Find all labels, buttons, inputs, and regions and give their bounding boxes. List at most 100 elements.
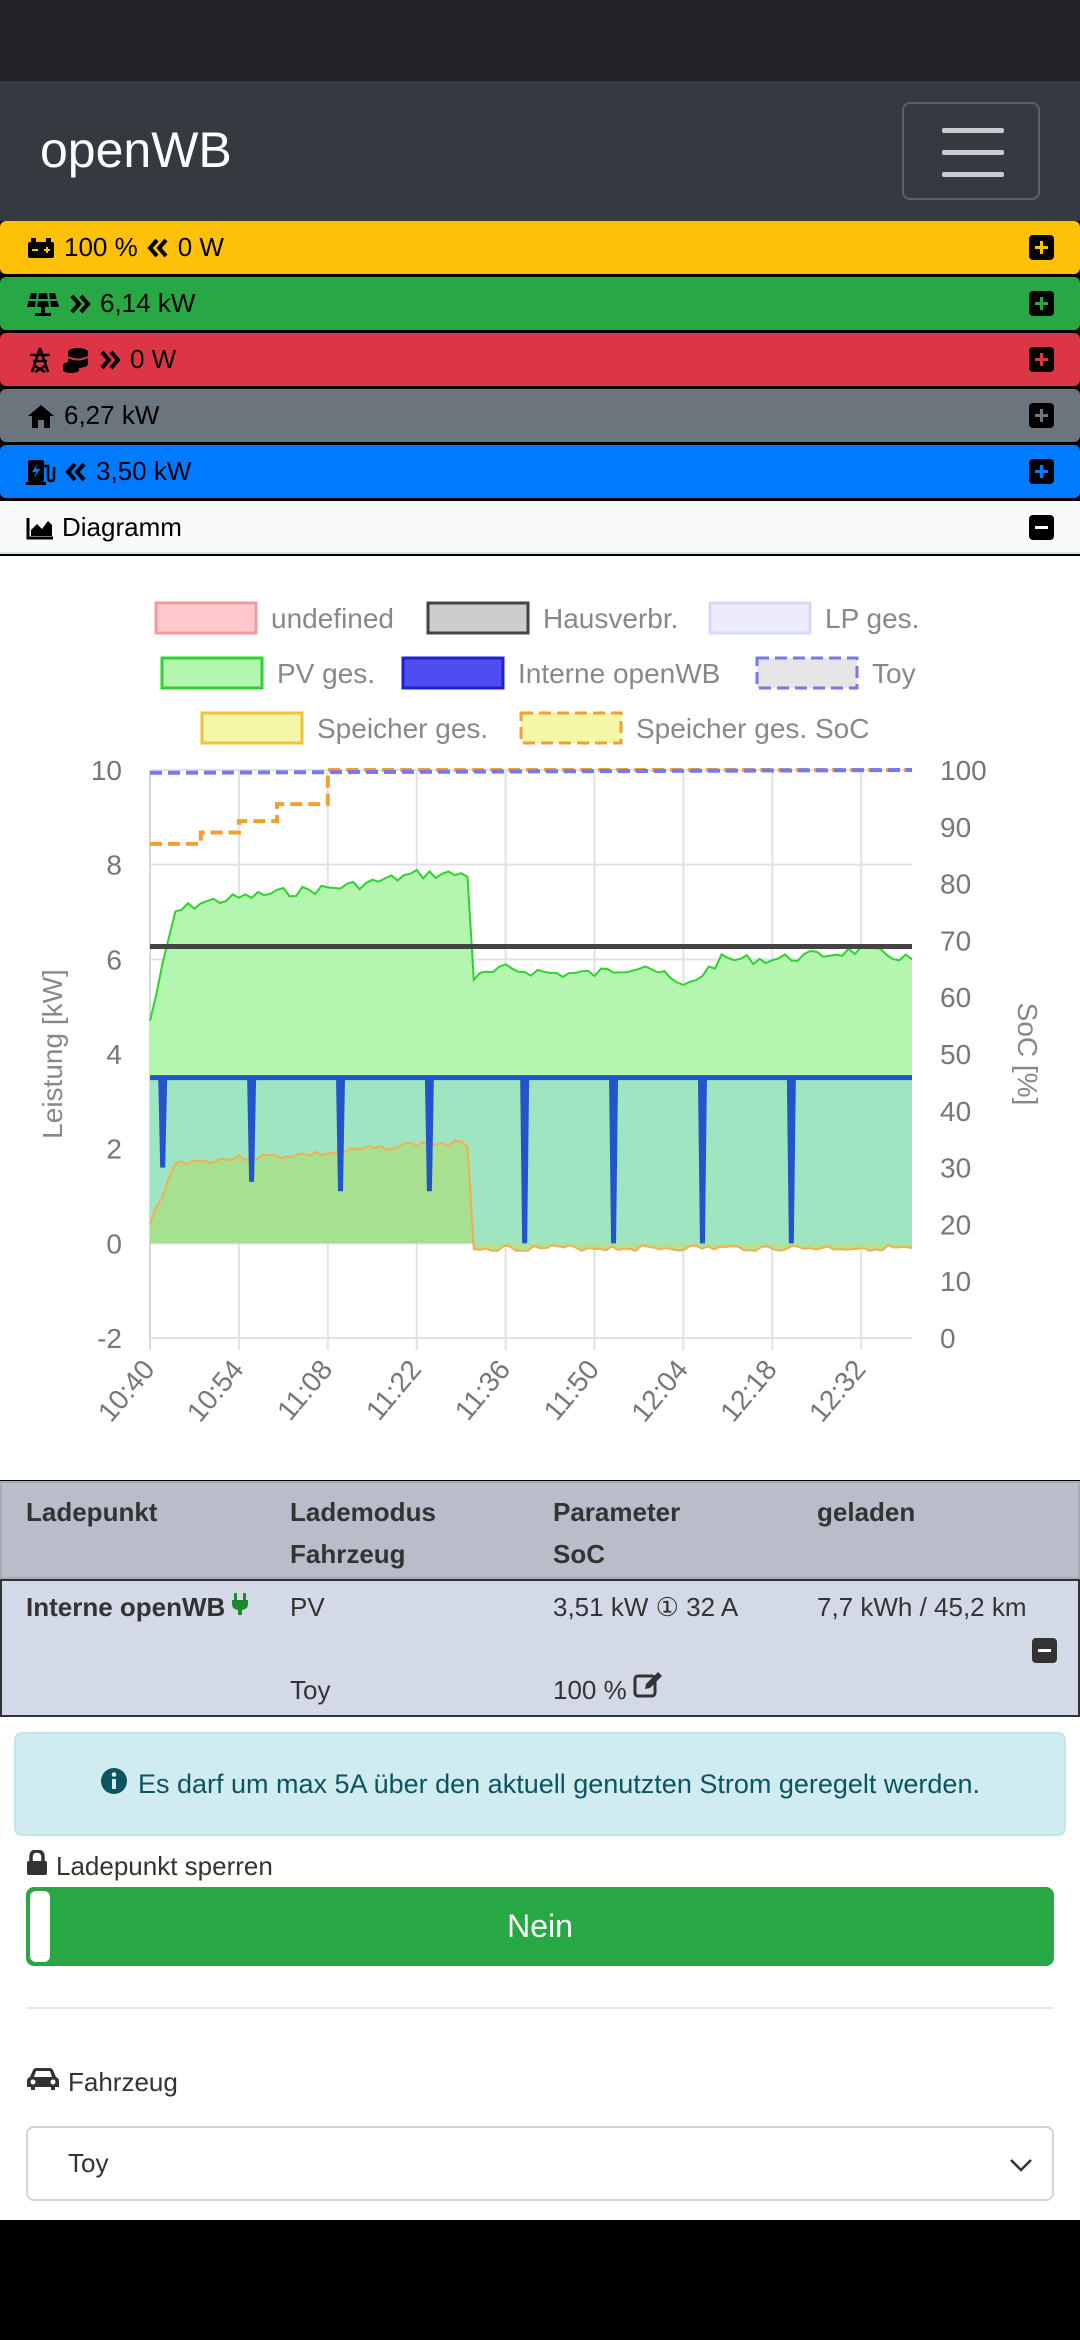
vehicle-label-row: Fahrzeug: [26, 2066, 178, 2099]
hamburger-line: [942, 150, 1004, 155]
x-tick-label: 11:08: [271, 1354, 338, 1426]
th-fahrzeug: Fahrzeug: [290, 1539, 406, 1569]
edit-icon[interactable]: [633, 1669, 663, 1711]
battery-bar[interactable]: 100 % 0 W: [0, 221, 1080, 274]
double-chevron-right-icon: [98, 349, 122, 371]
home-icon: [26, 403, 56, 429]
y-tick-label: -2: [97, 1323, 122, 1354]
legend-swatch: [755, 656, 859, 690]
chevron-down-icon: [1008, 2152, 1034, 2183]
y-axis-label: Leistung [kW]: [37, 969, 68, 1139]
legend-swatch: [426, 601, 530, 635]
y2-tick-label: 70: [940, 925, 971, 956]
battery-expand-icon[interactable]: [1029, 235, 1054, 260]
navbar: openWB: [0, 81, 1080, 221]
charge-expand-icon[interactable]: [1029, 459, 1054, 484]
app-title[interactable]: openWB: [40, 122, 232, 178]
pv-expand-icon[interactable]: [1029, 291, 1054, 316]
legend-label: undefined: [271, 603, 394, 634]
alert-text: Es darf um max 5A über den aktuell genut…: [138, 1768, 980, 1799]
status-bar: [0, 0, 1080, 81]
charging-station-icon: [26, 458, 56, 486]
chart-panel: undefined Hausverbr. LP ges. PV ges. Interne…: [0, 556, 1080, 1480]
house-expand-icon[interactable]: [1029, 403, 1054, 428]
y2-tick-label: 50: [940, 1039, 971, 1070]
y2-tick-label: 100: [940, 755, 987, 786]
menu-toggle-button[interactable]: [902, 102, 1040, 200]
diagram-label: Diagramm: [62, 512, 182, 542]
battery-icon: [26, 237, 56, 259]
th-parameter: Parameter: [553, 1497, 681, 1527]
double-chevron-left-icon: [64, 461, 88, 483]
grid-bar[interactable]: 0 W: [0, 333, 1080, 386]
legend-label: LP ges.: [825, 603, 919, 634]
chart-legend: undefined Hausverbr. LP ges. PV ges. Interne…: [154, 601, 919, 745]
table-row[interactable]: Interne openWB PV 3,51 kW ① 32 A 7,7 kWh…: [0, 1579, 1080, 1717]
charged-value: 7,7 kWh / 45,2 km: [817, 1592, 1027, 1622]
lock-label: Ladepunkt sperren: [56, 1851, 273, 1881]
vehicle-select-value: Toy: [68, 2148, 109, 2178]
y-tick-label: 2: [106, 1134, 122, 1165]
th-soc: SoC: [553, 1539, 605, 1569]
legend-swatch: [401, 656, 505, 690]
double-chevron-right-icon: [68, 293, 92, 315]
diagram-collapse-icon[interactable]: [1029, 515, 1054, 540]
th-lademodus: Lademodus: [290, 1497, 436, 1527]
divider: [26, 2007, 1054, 2009]
area-chart-icon: [26, 516, 54, 540]
solar-panel-icon: [26, 291, 60, 317]
y2-tick-label: 80: [940, 869, 971, 900]
soc-value: 100 %: [553, 1675, 627, 1705]
toggle-knob: [30, 1891, 50, 1962]
y-tick-label: 6: [106, 944, 122, 975]
legend-label: Interne openWB: [518, 658, 720, 689]
info-circle-icon: [100, 1767, 128, 1802]
diagram-bar[interactable]: Diagramm: [0, 501, 1080, 554]
y2-tick-label: 30: [940, 1153, 971, 1184]
lock-toggle-value: Nein: [507, 1908, 573, 1944]
chart-areas: [150, 869, 912, 1251]
x-tick-label: 10:40: [92, 1354, 161, 1428]
legend-swatch: [708, 601, 812, 635]
vehicle-label: Fahrzeug: [68, 2067, 178, 2097]
table-header: Ladepunkt Lademodus Fahrzeug Parameter S…: [0, 1481, 1080, 1579]
y2-tick-label: 0: [940, 1323, 956, 1354]
grid-expand-icon[interactable]: [1029, 347, 1054, 372]
lock-toggle-button[interactable]: Nein: [26, 1887, 1054, 1966]
house-bar[interactable]: 6,27 kW: [0, 389, 1080, 442]
parameter-value: 3,51 kW ① 32 A: [553, 1592, 739, 1622]
interne-line: [150, 1075, 912, 1244]
lock-icon: [26, 1849, 48, 1883]
lock-label-row: Ladepunkt sperren: [26, 1849, 273, 1883]
battery-soc: 100 %: [64, 232, 138, 262]
pv-bar[interactable]: 6,14 kW: [0, 277, 1080, 330]
vehicle-value: Toy: [290, 1675, 331, 1705]
y2-tick-label: 40: [940, 1096, 971, 1127]
x-tick-label: 11:50: [538, 1354, 605, 1426]
x-tick-label: 11:22: [360, 1354, 427, 1426]
legend-label: Speicher ges.: [317, 713, 488, 744]
legend-swatch: [154, 601, 258, 635]
power-tower-icon: [26, 346, 54, 374]
y-tick-label: 4: [106, 1039, 122, 1070]
plug-icon: [231, 1586, 249, 1628]
chargepoint-details: Es darf um max 5A über den aktuell genut…: [0, 1717, 1080, 2220]
pv-power: 6,14 kW: [100, 288, 196, 318]
chart-lines: [149, 768, 913, 1252]
x-tick-label: 12:32: [803, 1354, 872, 1428]
row-collapse-icon[interactable]: [1032, 1638, 1057, 1663]
legend-swatch: [200, 711, 304, 745]
legend-label: Hausverbr.: [543, 603, 678, 634]
charge-bar[interactable]: 3,50 kW: [0, 445, 1080, 498]
y-tick-label: 8: [106, 850, 122, 881]
grid-power: 0 W: [130, 344, 177, 374]
soc-cell[interactable]: 100 %: [553, 1669, 663, 1711]
battery-power: 0 W: [177, 232, 224, 262]
power-chart[interactable]: undefined Hausverbr. LP ges. PV ges. Interne…: [0, 556, 1080, 1480]
legend-label: Speicher ges. SoC: [636, 713, 869, 744]
pv-line: [149, 868, 913, 1022]
vehicle-select[interactable]: Toy: [26, 2126, 1054, 2201]
hamburger-line: [942, 172, 1004, 177]
hamburger-icon: [942, 128, 1004, 133]
